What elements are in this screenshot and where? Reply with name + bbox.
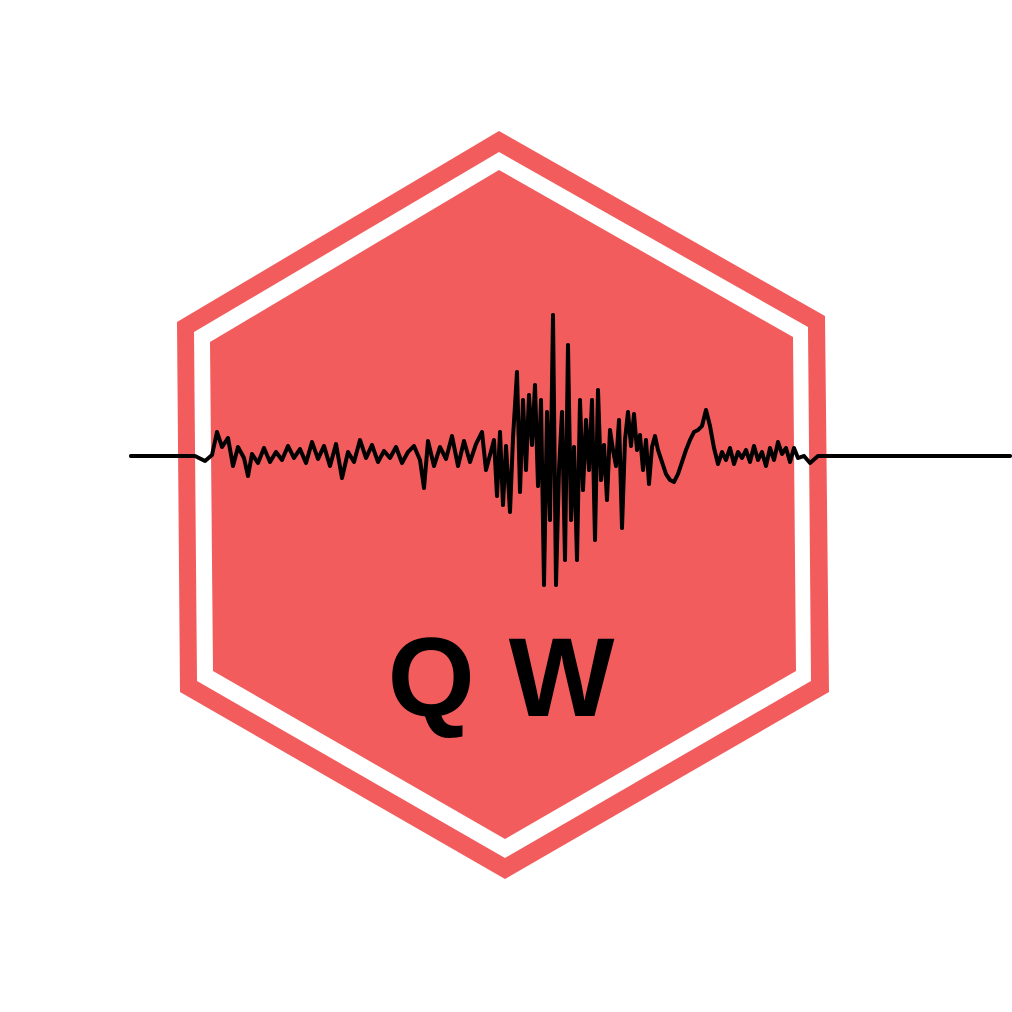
logo-text: QW (387, 615, 649, 740)
seismograph-waveform-icon (129, 313, 1012, 587)
